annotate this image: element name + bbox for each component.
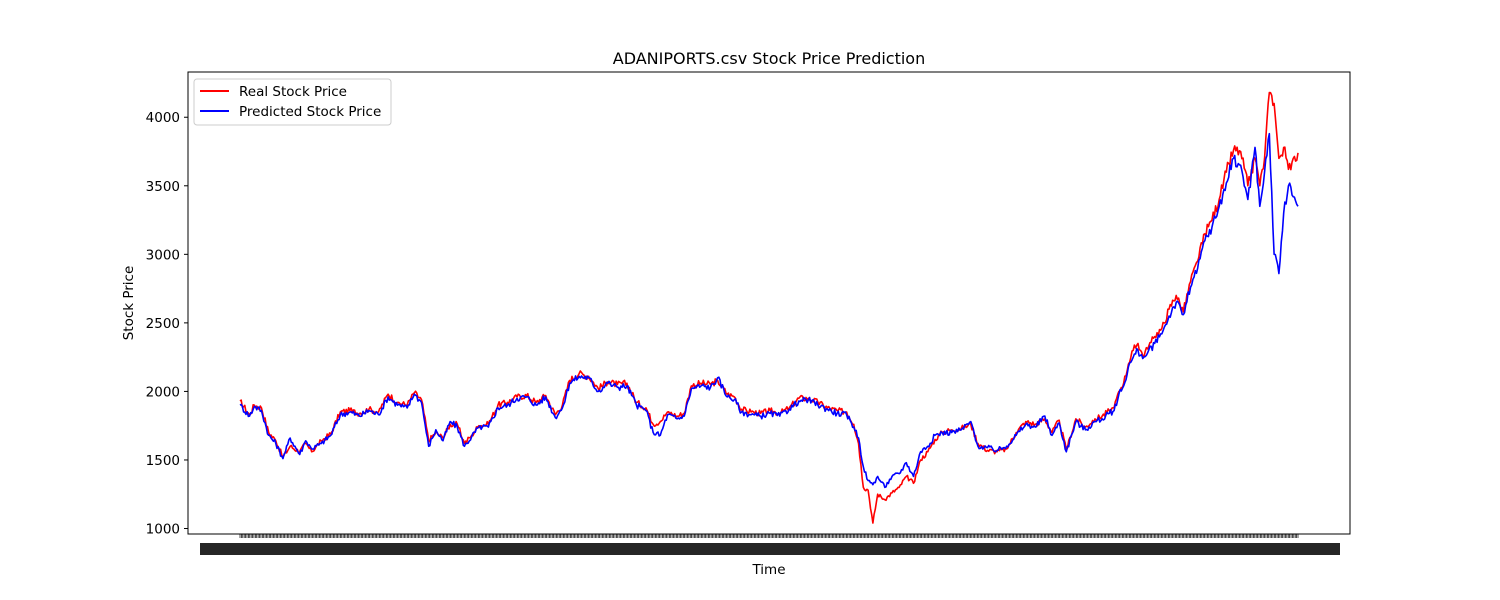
y-tick-label: 2000 xyxy=(146,384,180,400)
series-lines xyxy=(239,91,1299,524)
y-tick-label: 3000 xyxy=(146,247,180,263)
legend: Real Stock Price Predicted Stock Price xyxy=(193,78,392,126)
series-line-real xyxy=(239,91,1299,524)
y-axis-label: Stock Price xyxy=(121,266,137,341)
x-tick-label-clutter xyxy=(200,543,1340,555)
y-tick-label: 2500 xyxy=(146,316,180,332)
y-axis-ticks: 1000 1500 2000 2500 3000 3500 4000 xyxy=(146,110,188,538)
y-tick-label: 1000 xyxy=(146,522,180,538)
legend-label-real: Real Stock Price xyxy=(239,84,347,100)
y-tick-label: 3500 xyxy=(146,179,180,195)
x-axis-ticks xyxy=(200,534,1340,555)
chart-title: ADANIPORTS.csv Stock Price Prediction xyxy=(613,49,925,68)
legend-label-predicted: Predicted Stock Price xyxy=(239,104,381,120)
y-tick-label: 4000 xyxy=(146,110,180,126)
x-axis-label: Time xyxy=(751,562,785,578)
legend-box xyxy=(193,78,392,126)
y-tick-label: 1500 xyxy=(146,453,180,469)
plot-frame xyxy=(187,71,1351,535)
series-line-predicted xyxy=(239,132,1299,489)
x-tick-marks xyxy=(239,534,1299,538)
